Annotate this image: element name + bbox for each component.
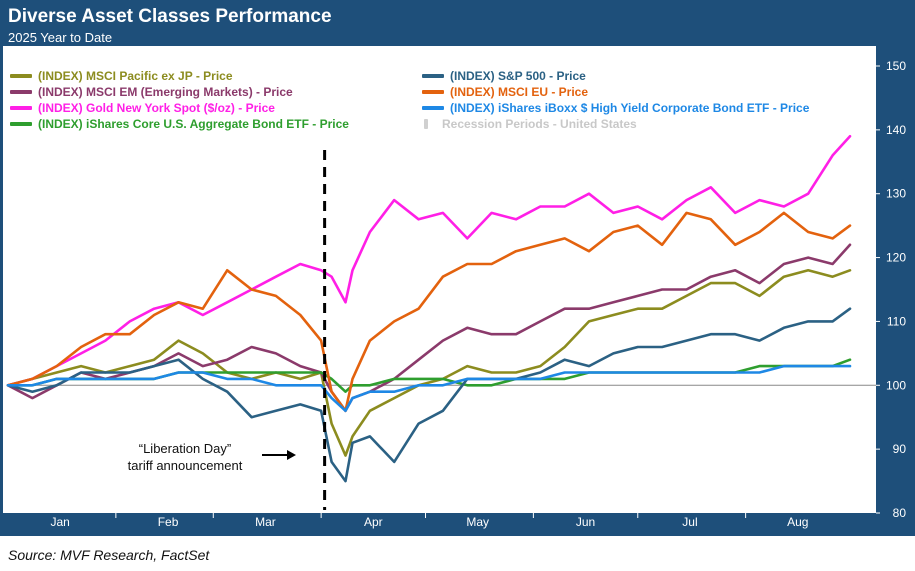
legend-label: (INDEX) iShares Core U.S. Aggregate Bond… bbox=[38, 117, 349, 131]
legend-label: (INDEX) MSCI EU - Price bbox=[450, 85, 589, 99]
y-tick-label: 80 bbox=[893, 506, 907, 520]
y-tick-label: 110 bbox=[887, 314, 906, 328]
annotation-line-1: “Liberation Day” bbox=[138, 441, 232, 456]
legend-label: (INDEX) iShares iBoxx $ High Yield Corpo… bbox=[450, 101, 810, 115]
legend-label: Recession Periods - United States bbox=[442, 117, 637, 131]
legend-swatch bbox=[10, 106, 32, 110]
legend-label: (INDEX) MSCI Pacific ex JP - Price bbox=[38, 69, 233, 83]
legend-item: (INDEX) MSCI EU - Price bbox=[422, 84, 588, 100]
y-tick-label: 130 bbox=[886, 187, 906, 201]
legend-item: (INDEX) S&P 500 - Price bbox=[422, 68, 586, 84]
legend-swatch bbox=[422, 74, 444, 78]
series-line bbox=[6, 269, 852, 457]
x-tick-label: Jun bbox=[576, 515, 595, 529]
x-tick-label: Feb bbox=[158, 515, 179, 529]
y-tick-label: 90 bbox=[893, 442, 907, 456]
x-tick-label: Jan bbox=[51, 515, 70, 529]
x-tick-label: Aug bbox=[787, 515, 808, 529]
legend-item: (INDEX) iShares iBoxx $ High Yield Corpo… bbox=[422, 100, 809, 116]
x-tick-label: May bbox=[466, 515, 489, 529]
y-tick-label: 140 bbox=[886, 123, 906, 137]
series-line bbox=[6, 364, 852, 413]
annotation-line-2: tariff announcement bbox=[127, 458, 243, 473]
y-tick-label: 100 bbox=[886, 378, 906, 392]
x-tick-label: Apr bbox=[364, 515, 383, 529]
chart-title: Diverse Asset Classes Performance bbox=[8, 6, 332, 27]
legend-swatch bbox=[10, 90, 32, 94]
legend-item: (INDEX) Gold New York Spot ($/oz) - Pric… bbox=[10, 100, 275, 116]
y-tick-label: 120 bbox=[886, 251, 906, 265]
chart-subtitle: 2025 Year to Date bbox=[8, 30, 113, 45]
legend-label: (INDEX) MSCI EM (Emerging Markets) - Pri… bbox=[38, 85, 293, 99]
frame-left-border bbox=[0, 46, 3, 536]
x-tick-label: Jul bbox=[682, 515, 697, 529]
legend-item: (INDEX) iShares Core U.S. Aggregate Bond… bbox=[10, 116, 349, 132]
annotation-arrow-head bbox=[287, 450, 296, 460]
legend-swatch bbox=[424, 119, 428, 129]
liberation-day-annotation: “Liberation Day” tariff announcement bbox=[110, 440, 260, 474]
x-axis-bar bbox=[0, 513, 915, 536]
legend-swatch bbox=[10, 122, 32, 126]
legend-swatch bbox=[10, 74, 32, 78]
legend-swatch bbox=[422, 106, 444, 110]
chart-legend: (INDEX) MSCI Pacific ex JP - Price (INDEX… bbox=[10, 68, 860, 134]
y-axis-bar bbox=[876, 46, 915, 536]
legend-label: (INDEX) Gold New York Spot ($/oz) - Pric… bbox=[38, 101, 275, 115]
legend-item: (INDEX) MSCI Pacific ex JP - Price bbox=[10, 68, 233, 84]
legend-swatch bbox=[422, 90, 444, 94]
chart-header: Diverse Asset Classes Performance 2025 Y… bbox=[0, 0, 915, 46]
legend-label: (INDEX) S&P 500 - Price bbox=[450, 69, 586, 83]
series-line bbox=[6, 307, 852, 483]
series-line bbox=[6, 211, 852, 413]
series-line bbox=[6, 134, 852, 387]
legend-item: (INDEX) MSCI EM (Emerging Markets) - Pri… bbox=[10, 84, 293, 100]
source-note: Source: MVF Research, FactSet bbox=[8, 547, 210, 563]
y-tick-label: 150 bbox=[886, 59, 906, 73]
x-tick-label: Mar bbox=[255, 515, 276, 529]
legend-item: Recession Periods - United States bbox=[422, 116, 637, 132]
